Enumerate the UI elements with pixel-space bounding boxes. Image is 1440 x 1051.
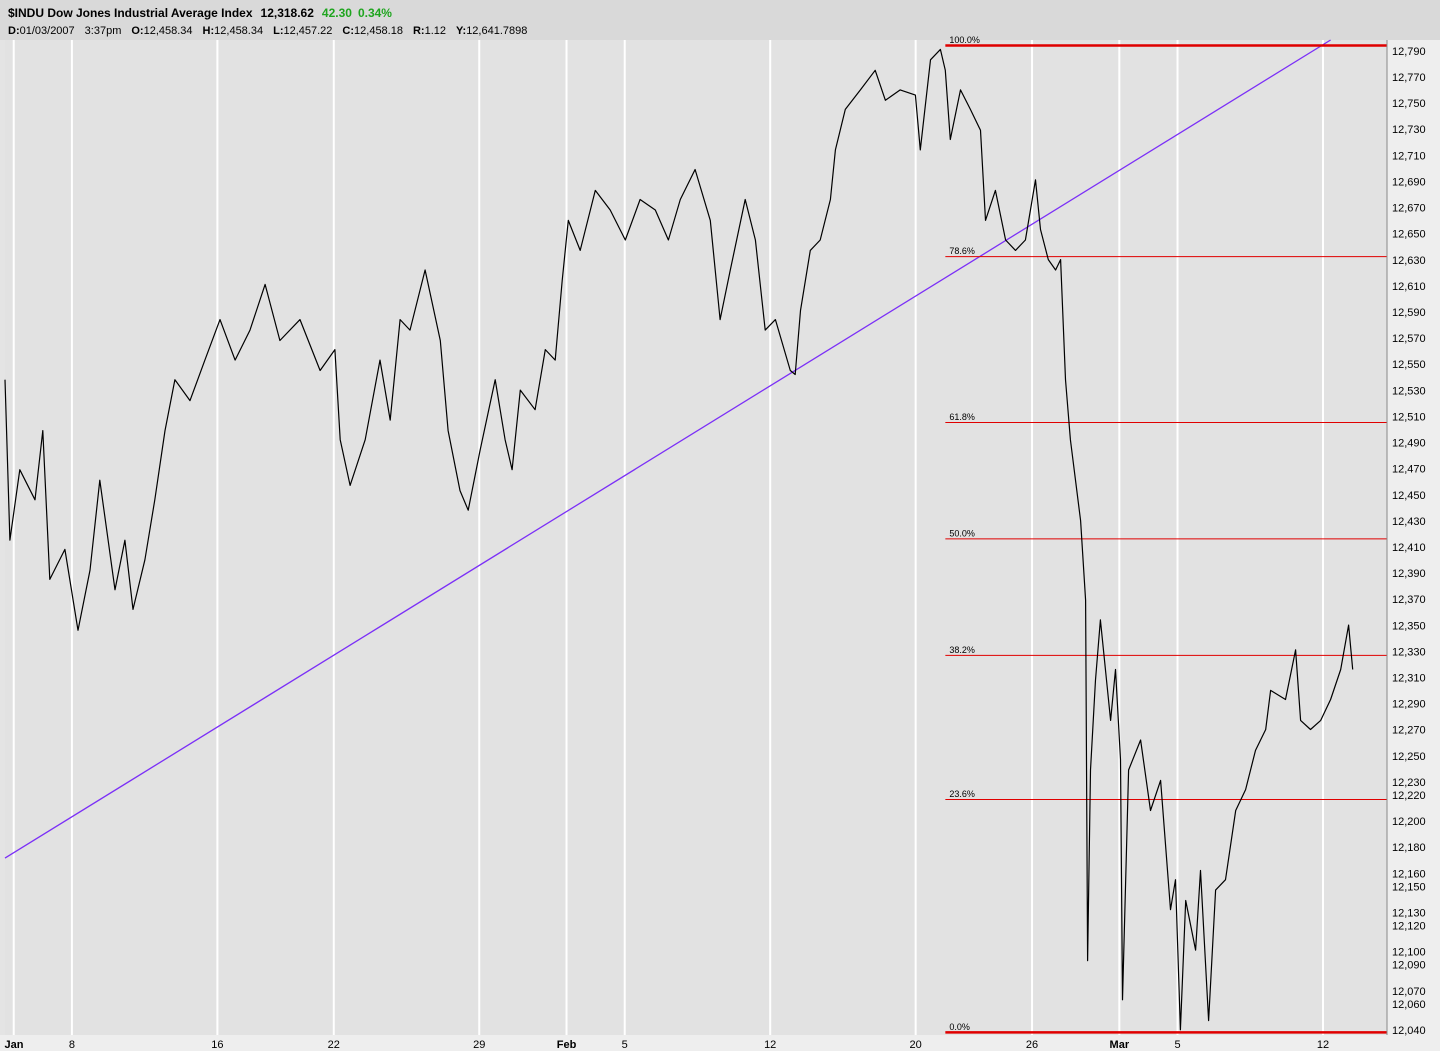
y-tick-label: 12,750 [1392, 98, 1426, 110]
y-tick-label: 12,790 [1392, 46, 1426, 58]
x-tick-label: 12 [1317, 1039, 1329, 1051]
y-axis-area [1387, 40, 1440, 1051]
y-tick-label: 12,710 [1392, 150, 1426, 162]
x-tick-label: 22 [328, 1039, 340, 1051]
y-tick-label: 12,350 [1392, 620, 1426, 632]
y-tick-label: 12,180 [1392, 842, 1426, 854]
x-tick-label: Mar [1110, 1039, 1130, 1051]
info-value: 12,457.22 [283, 25, 332, 37]
info-value: 12,458.34 [144, 25, 193, 37]
info-key: H: [203, 25, 215, 37]
fib-label: 100.0% [949, 35, 980, 45]
last-price: 12,318.62 [261, 6, 315, 20]
info-key: O: [131, 25, 143, 37]
y-tick-label: 12,090 [1392, 960, 1426, 972]
y-tick-label: 12,160 [1392, 868, 1426, 880]
y-tick-label: 12,630 [1392, 255, 1426, 267]
x-tick-label: 29 [473, 1039, 485, 1051]
info-value: 12,458.18 [354, 25, 403, 37]
change-pct: 0.34% [358, 6, 392, 20]
y-tick-label: 12,370 [1392, 594, 1426, 606]
y-tick-label: 12,230 [1392, 777, 1426, 789]
trendline [4, 39, 1331, 859]
x-tick-label: Feb [557, 1039, 577, 1051]
fib-label: 61.8% [949, 412, 975, 422]
x-tick-label: 12 [764, 1039, 776, 1051]
symbol: $INDU Dow Jones Industrial Average Index [8, 6, 253, 20]
y-tick-label: 12,470 [1392, 464, 1426, 476]
info-value: 12,458.34 [214, 25, 263, 37]
y-tick-label: 12,150 [1392, 881, 1426, 893]
header-bar [0, 0, 1440, 40]
y-tick-label: 12,120 [1392, 921, 1426, 933]
fib-label: 0.0% [949, 1022, 970, 1032]
y-tick-label: 12,390 [1392, 568, 1426, 580]
y-tick-label: 12,730 [1392, 124, 1426, 136]
info-key: R: [413, 25, 425, 37]
fib-label: 38.2% [949, 645, 975, 655]
y-tick-label: 12,450 [1392, 490, 1426, 502]
header-title: $INDU Dow Jones Industrial Average Index… [8, 6, 392, 20]
x-tick-label: 20 [910, 1039, 922, 1051]
x-tick-label: 5 [1174, 1039, 1180, 1051]
y-tick-label: 12,510 [1392, 411, 1426, 423]
y-tick-label: 12,610 [1392, 281, 1426, 293]
info-key: L: [273, 25, 283, 37]
info-value: 3:37pm [85, 25, 122, 37]
x-tick-label: Jan [5, 1039, 24, 1051]
x-tick-label: 8 [69, 1039, 75, 1051]
y-tick-label: 12,570 [1392, 333, 1426, 345]
info-value: 1.12 [425, 25, 446, 37]
x-tick-label: 26 [1026, 1039, 1038, 1051]
info-key: C: [342, 25, 354, 37]
info-key: Y: [456, 25, 466, 37]
y-tick-label: 12,070 [1392, 986, 1426, 998]
y-tick-label: 12,310 [1392, 673, 1426, 685]
y-tick-label: 12,490 [1392, 438, 1426, 450]
info-value: 12,641.7898 [466, 25, 527, 37]
plot-area [5, 40, 1387, 1035]
fib-label: 50.0% [949, 528, 975, 538]
change: 42.30 [322, 6, 352, 20]
info-key: D: [8, 25, 20, 37]
fib-label: 78.6% [949, 246, 975, 256]
y-tick-label: 12,590 [1392, 307, 1426, 319]
y-tick-label: 12,250 [1392, 751, 1426, 763]
y-tick-label: 12,410 [1392, 542, 1426, 554]
x-axis-area [0, 1035, 1387, 1051]
y-tick-label: 12,550 [1392, 359, 1426, 371]
y-tick-label: 12,270 [1392, 725, 1426, 737]
price-line [4, 48, 1354, 1031]
y-tick-label: 12,530 [1392, 385, 1426, 397]
y-tick-label: 12,100 [1392, 947, 1426, 959]
x-tick-label: 16 [211, 1039, 223, 1051]
y-tick-label: 12,220 [1392, 790, 1426, 802]
y-tick-label: 12,200 [1392, 816, 1426, 828]
y-tick-label: 12,670 [1392, 203, 1426, 215]
y-tick-label: 12,290 [1392, 699, 1426, 711]
y-tick-label: 12,650 [1392, 229, 1426, 241]
y-tick-label: 12,430 [1392, 516, 1426, 528]
x-tick-label: 5 [622, 1039, 628, 1051]
fib-label: 23.6% [949, 789, 975, 799]
y-tick-label: 12,690 [1392, 176, 1426, 188]
y-tick-label: 12,130 [1392, 908, 1426, 920]
y-tick-label: 12,040 [1392, 1025, 1426, 1037]
y-tick-label: 12,060 [1392, 999, 1426, 1011]
y-tick-label: 12,330 [1392, 646, 1426, 658]
info-value: 01/03/2007 [20, 25, 75, 37]
header-info: D:01/03/2007 3:37pm O:12,458.34 H:12,458.34… [8, 25, 527, 37]
y-tick-label: 12,770 [1392, 72, 1426, 84]
